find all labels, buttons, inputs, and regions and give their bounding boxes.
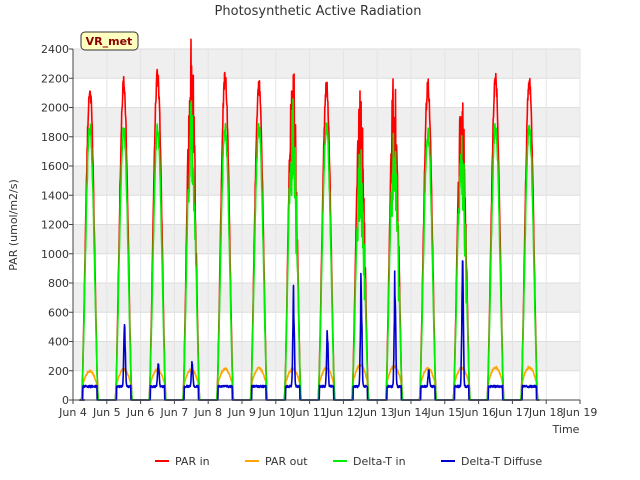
x-tick-label: Jun 17 [494, 406, 530, 419]
x-tick-label: Jun 11 [291, 406, 327, 419]
grid-band [73, 166, 580, 196]
x-tick-label: Jun 12 [325, 406, 361, 419]
y-axis-label: PAR (umol/m2/s) [7, 179, 20, 271]
y-tick-label: 0 [62, 394, 69, 407]
station-badge: VR_met [80, 31, 139, 51]
axes: 0 200 400 600 800 1000 1200 1400 1600 1800 2000 220… [41, 43, 597, 419]
x-axis-label: Time [552, 423, 580, 436]
legend-label: Delta-T in [353, 455, 406, 468]
x-tick-label: Jun 7 [160, 406, 189, 419]
x-tick-label: Jun 16 [460, 406, 496, 419]
legend-item: PAR in [155, 455, 210, 468]
x-tick-label: Jun 8 [193, 406, 222, 419]
legend: PAR in PAR out Delta-T in Delta-T Diffuse [155, 455, 542, 468]
x-tick-label: Jun 9 [227, 406, 256, 419]
y-tick-label: 1400 [41, 189, 69, 202]
chart-title: Photosynthetic Active Radiation [215, 4, 422, 19]
x-tick-label: Jun 15 [426, 406, 462, 419]
legend-label: Delta-T Diffuse [461, 455, 542, 468]
grid-band [73, 283, 580, 313]
x-tick-label: Jun 19 [562, 406, 598, 419]
x-tick-label: Jun 5 [92, 406, 121, 419]
y-tick-label: 800 [48, 277, 69, 290]
y-tick-label: 200 [48, 365, 69, 378]
y-tick-label: 600 [48, 306, 69, 319]
x-tick-label: Jun 4 [58, 406, 87, 419]
y-tick-label: 1000 [41, 248, 69, 261]
x-tick-label: Jun 13 [359, 406, 395, 419]
grid-band [73, 49, 580, 79]
legend-label: PAR in [175, 455, 210, 468]
y-tick-label: 1200 [41, 219, 69, 232]
legend-label: PAR out [265, 455, 308, 468]
y-tick-label: 1600 [41, 160, 69, 173]
x-tick-label: Jun 14 [393, 406, 429, 419]
y-tick-label: 2200 [41, 72, 69, 85]
legend-item: PAR out [245, 455, 308, 468]
y-tick-label: 1800 [41, 131, 69, 144]
legend-item: Delta-T Diffuse [441, 455, 542, 468]
grid-band [73, 224, 580, 254]
y-tick-label: 2400 [41, 43, 69, 56]
x-tick-label: Jun 10 [257, 406, 293, 419]
y-tick-label: 2000 [41, 102, 69, 115]
legend-item: Delta-T in [333, 455, 406, 468]
station-badge-label: VR_met [86, 35, 133, 48]
x-tick-label: Jun 18 [528, 406, 564, 419]
y-tick-label: 400 [48, 336, 69, 349]
x-tick-label: Jun 6 [126, 406, 155, 419]
